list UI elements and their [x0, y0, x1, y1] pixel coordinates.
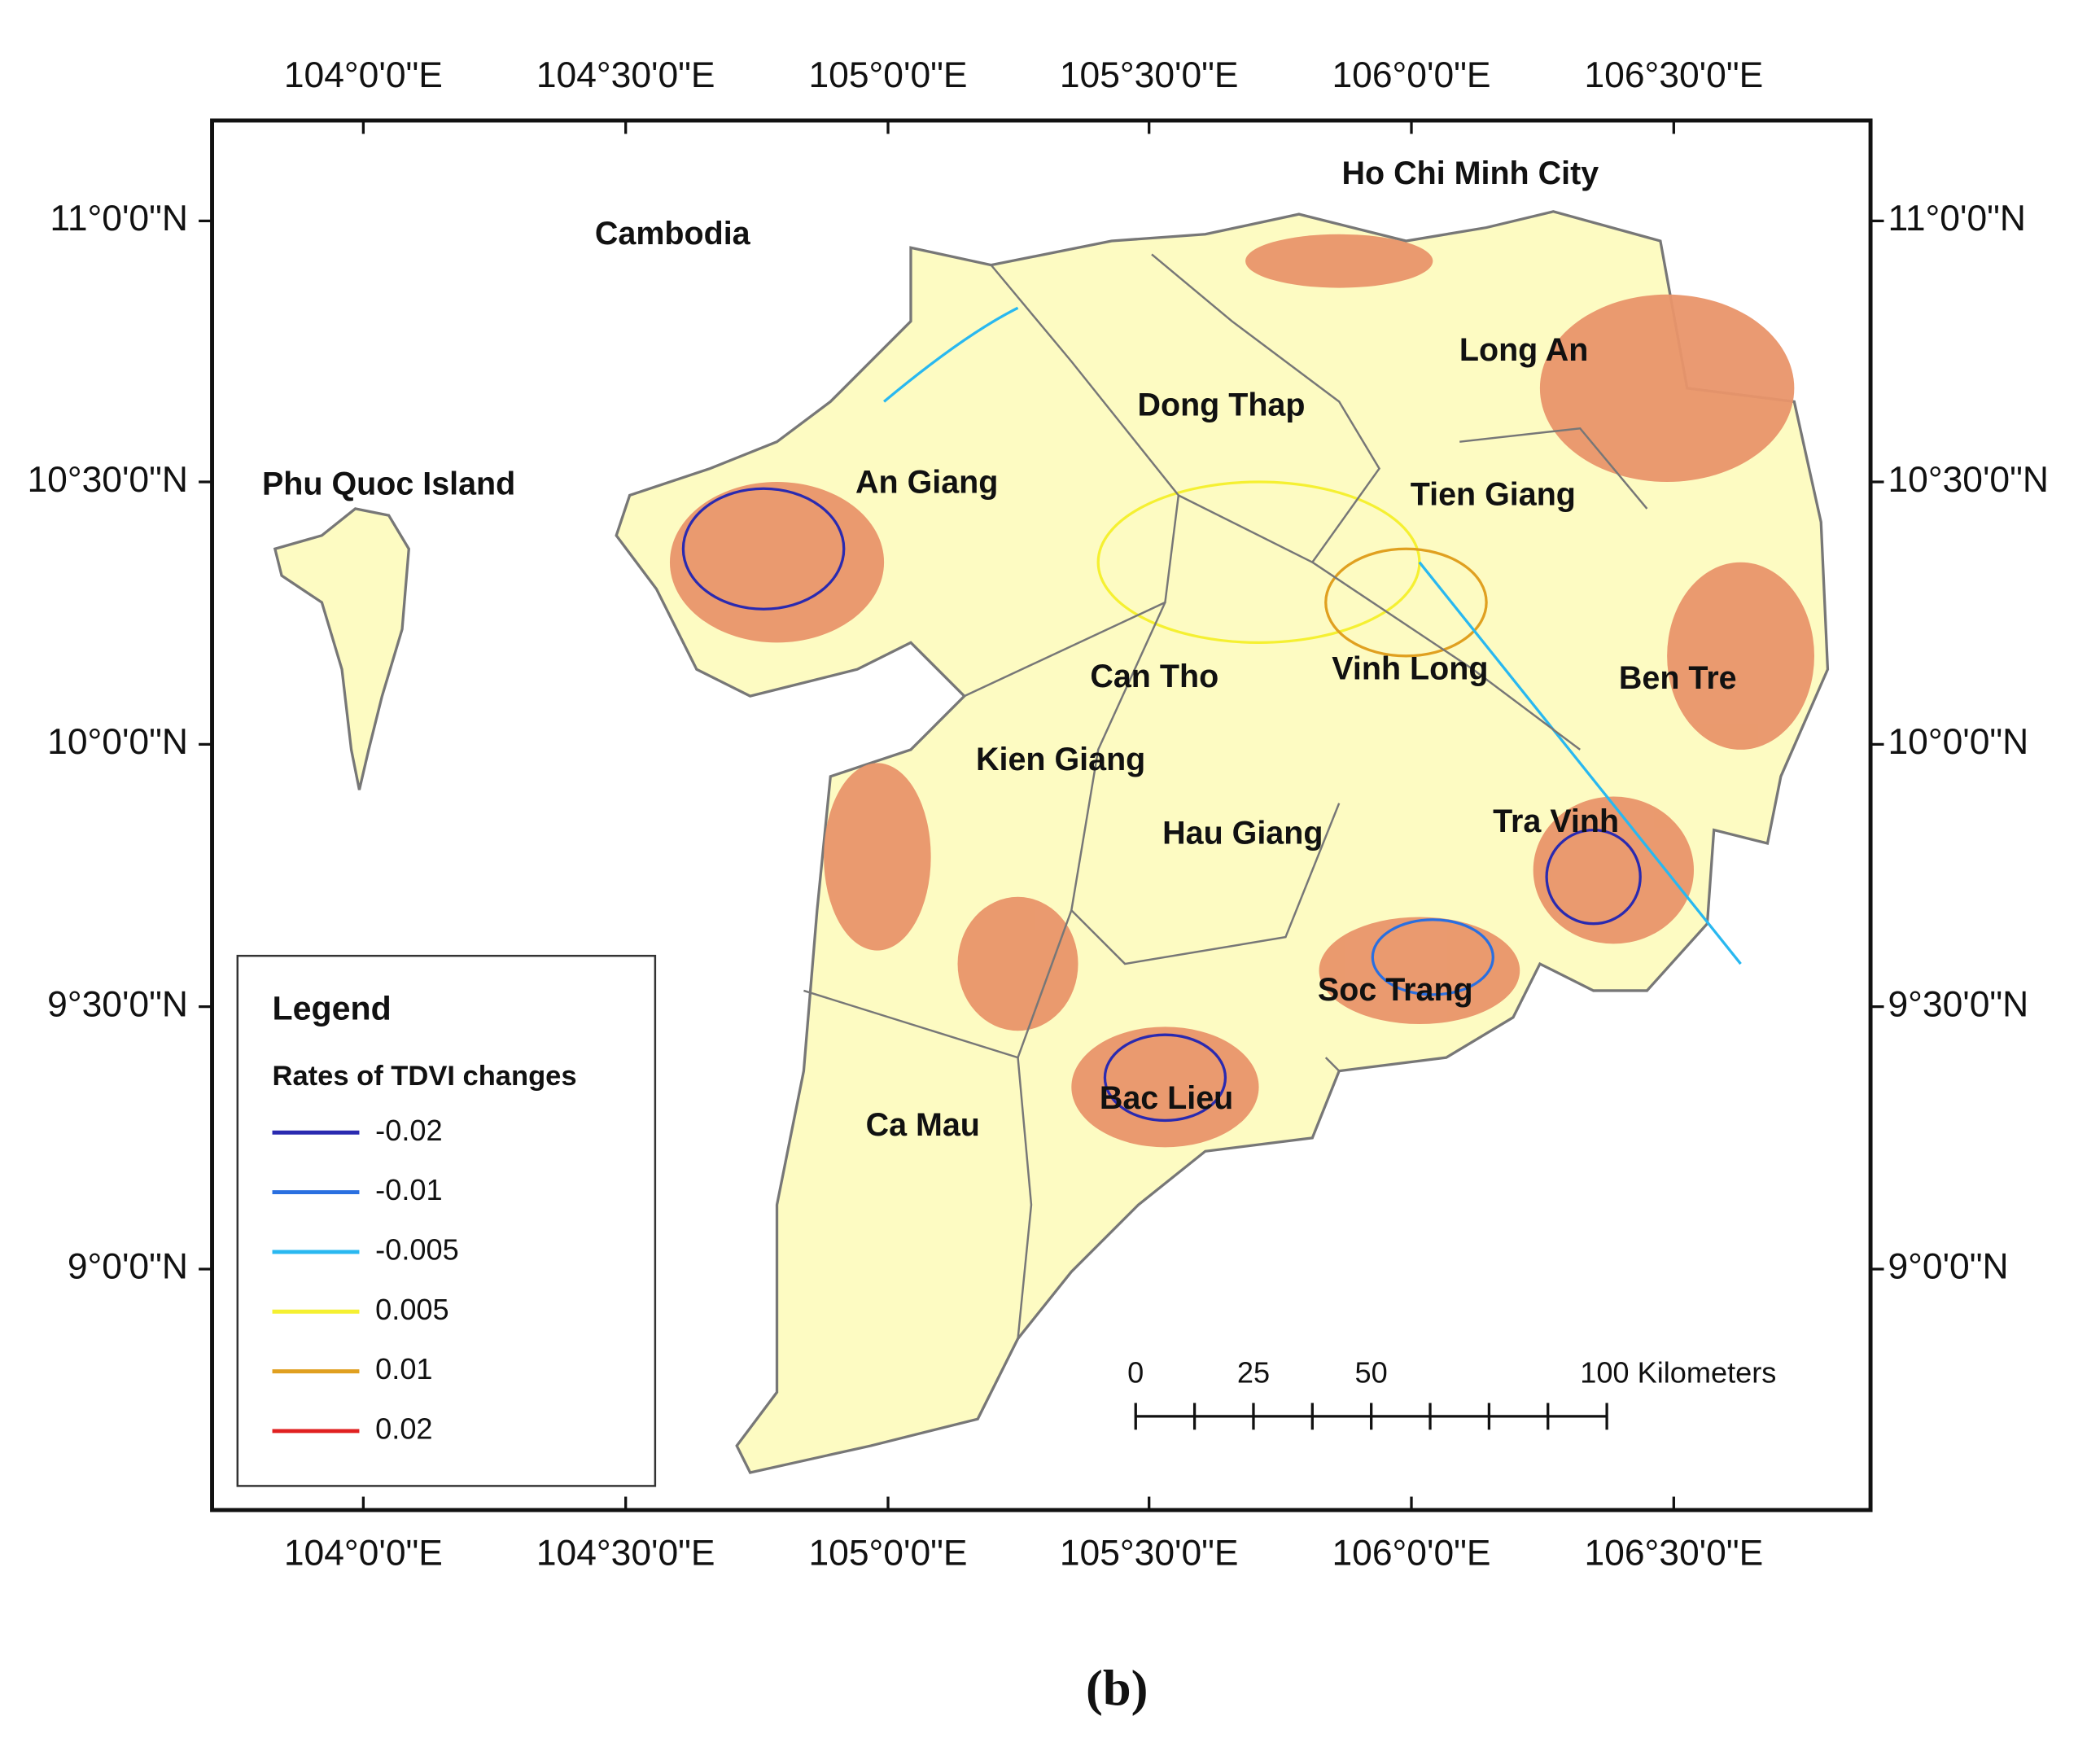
lon-label-top: 104°0'0"E [284, 55, 443, 95]
legend-label: 0.01 [375, 1352, 432, 1385]
legend-label: 0.005 [375, 1293, 448, 1326]
contour [1418, 561, 1742, 965]
patch [1319, 917, 1520, 1025]
scale-label: 25 [1237, 1355, 1270, 1389]
place-label: Ca Mau [866, 1107, 980, 1143]
place-label: Tien Giang [1411, 477, 1576, 513]
lon-label-bottom: 105°30'0"E [1060, 1534, 1239, 1574]
border [1070, 602, 1341, 965]
place-label: Phu Quoc Island [262, 466, 515, 501]
place-label: Long An [1459, 332, 1589, 368]
contour [681, 487, 846, 611]
phu-quoc-island [273, 507, 410, 790]
place-label: Can Tho [1090, 659, 1218, 694]
legend-label: -0.01 [375, 1173, 442, 1206]
place-label: Ben Tre [1619, 660, 1737, 696]
lat-label-right: 9°30'0"N [1888, 984, 2028, 1024]
lat-label-left: 10°30'0"N [27, 460, 187, 500]
lon-label-top: 105°0'0"E [808, 55, 967, 95]
patch [669, 482, 885, 643]
land [273, 210, 1830, 1474]
lat-label-right: 9°0'0"N [1888, 1247, 2008, 1287]
border [1151, 253, 1581, 751]
contour [883, 306, 1019, 403]
lat-label-right: 10°30'0"N [1888, 460, 2048, 500]
border [1178, 494, 1313, 563]
contour [1103, 1033, 1227, 1123]
patch [1539, 294, 1795, 483]
province-borders [803, 253, 1648, 1339]
lat-label-left: 9°0'0"N [68, 1247, 188, 1287]
delta-land [615, 210, 1830, 1474]
patch [957, 896, 1078, 1031]
place-label: Vinh Long [1332, 650, 1488, 686]
lat-label-left: 10°0'0"N [47, 722, 188, 762]
patch [1667, 562, 1815, 750]
place-label: Tra Vinh [1493, 803, 1619, 839]
place-label: Kien Giang [976, 742, 1145, 777]
patch [1245, 234, 1433, 288]
border [1459, 427, 1648, 510]
lat-label-left: 9°30'0"N [47, 984, 188, 1024]
border [1017, 1057, 1033, 1339]
patch [1071, 1027, 1259, 1148]
labels: Cambodia Ho Chi Minh City Phu Quoc Island A… [262, 155, 1737, 1143]
scale-label: 100 Kilometers [1580, 1355, 1776, 1389]
border [1324, 1057, 1341, 1072]
lon-label-top: 104°30'0"E [536, 55, 715, 95]
lon-label-bottom: 104°30'0"E [536, 1534, 715, 1574]
legend-label: 0.02 [375, 1412, 432, 1446]
legend-box [236, 954, 657, 1487]
place-label: Soc Trang [1318, 972, 1473, 1008]
place-label: Hau Giang [1162, 816, 1323, 851]
lon-label-top: 105°30'0"E [1060, 55, 1239, 95]
caption: (b) [1086, 1660, 1148, 1717]
scale-bar: 0 25 50 100 Kilometers [1127, 1355, 1776, 1430]
place-label: Ho Chi Minh City [1342, 155, 1599, 191]
lon-label-bottom: 104°0'0"E [284, 1534, 443, 1574]
lat-label-left: 11°0'0"N [50, 199, 188, 239]
patch [824, 763, 931, 951]
contour [1371, 918, 1494, 996]
scale-label: 50 [1355, 1355, 1388, 1389]
lon-label-bottom: 106°0'0"E [1332, 1534, 1490, 1574]
lon-label-top: 106°0'0"E [1332, 55, 1490, 95]
contour [1545, 828, 1642, 926]
scale-label: 0 [1127, 1355, 1144, 1389]
lon-label-bottom: 105°0'0"E [808, 1534, 967, 1574]
place-label: Dong Thap [1137, 387, 1305, 422]
lat-label-right: 11°0'0"N [1888, 199, 2026, 239]
legend-title: Legend [273, 989, 392, 1027]
legend-label: -0.02 [375, 1114, 442, 1147]
legend-subtitle: Rates of TDVI changes [273, 1061, 577, 1092]
lon-label-bottom: 106°30'0"E [1584, 1534, 1763, 1574]
place-label: Bac Lieu [1100, 1080, 1233, 1116]
contours [681, 306, 1742, 1123]
lon-label-top: 106°30'0"E [1584, 55, 1763, 95]
place-label: An Giang [855, 465, 998, 501]
place-label: Cambodia [595, 216, 751, 252]
contour [1324, 547, 1488, 658]
legend-label: -0.005 [375, 1232, 459, 1266]
lat-label-right: 10°0'0"N [1888, 722, 2028, 762]
